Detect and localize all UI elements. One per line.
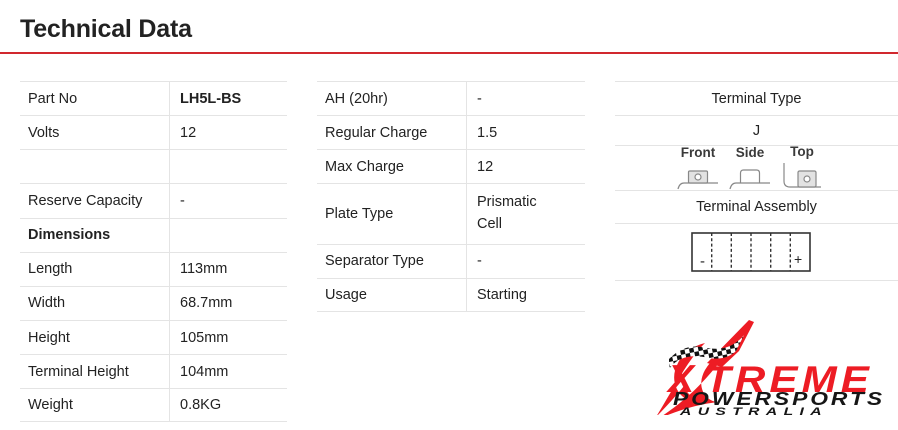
svg-text:AUSTRALIA: AUSTRALIA (679, 406, 828, 415)
svg-text:-: - (700, 253, 705, 270)
svg-text:+: + (794, 251, 802, 267)
